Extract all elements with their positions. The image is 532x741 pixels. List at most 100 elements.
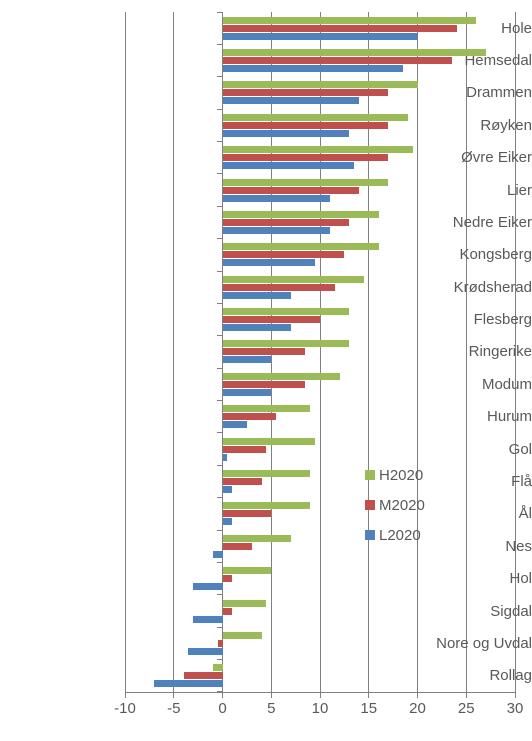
y-tick-mark — [217, 465, 223, 466]
y-tick-label: Nedre Eiker — [415, 214, 532, 231]
bar — [223, 510, 272, 517]
bar — [213, 664, 223, 671]
bar — [223, 243, 379, 250]
bar — [223, 470, 311, 477]
y-tick-mark — [217, 141, 223, 142]
bar — [193, 583, 222, 590]
y-tick-label: Kongsberg — [415, 246, 532, 263]
x-axis-line — [125, 692, 515, 693]
bar — [223, 187, 360, 194]
x-tick-label: 10 — [312, 700, 329, 717]
y-tick-label: Drammen — [415, 84, 532, 101]
y-tick-label: Rollag — [415, 667, 532, 684]
bar — [223, 340, 350, 347]
x-tick-label: -10 — [114, 700, 136, 717]
y-tick-mark — [217, 562, 223, 563]
y-tick-mark — [217, 303, 223, 304]
x-tick-mark — [125, 692, 126, 698]
bar — [223, 179, 389, 186]
legend-swatch — [365, 500, 375, 510]
bar — [223, 454, 228, 461]
y-tick-label: Ål — [415, 505, 532, 522]
x-tick-label: 20 — [409, 700, 426, 717]
bar — [223, 478, 262, 485]
y-tick-mark — [217, 497, 223, 498]
bar — [223, 381, 306, 388]
bar — [223, 405, 311, 412]
bar — [223, 567, 272, 574]
bar — [223, 348, 306, 355]
y-tick-mark — [217, 44, 223, 45]
bar — [223, 324, 291, 331]
bar-chart: -10-5051015202530HoleHemsedalDrammenRøyk… — [0, 0, 532, 741]
x-tick-label: 15 — [360, 700, 377, 717]
bar — [223, 308, 350, 315]
x-tick-mark — [466, 692, 467, 698]
y-tick-mark — [217, 206, 223, 207]
y-tick-label: Gol — [415, 441, 532, 458]
y-tick-mark — [217, 530, 223, 531]
bar — [223, 122, 389, 129]
legend-label: H2020 — [379, 467, 423, 484]
y-tick-label: Flesberg — [415, 311, 532, 328]
x-tick-label: 25 — [458, 700, 475, 717]
bar — [223, 316, 321, 323]
y-tick-mark — [217, 627, 223, 628]
x-tick-mark — [368, 692, 369, 698]
x-tick-label: 30 — [507, 700, 524, 717]
bar — [223, 438, 316, 445]
x-tick-mark — [271, 692, 272, 698]
bar — [223, 276, 364, 283]
bar — [223, 389, 272, 396]
y-tick-label: Flå — [415, 473, 532, 490]
y-tick-label: Sigdal — [415, 603, 532, 620]
bar — [223, 251, 345, 258]
y-tick-mark — [217, 173, 223, 174]
bar — [154, 680, 222, 687]
y-tick-mark — [217, 368, 223, 369]
x-tick-label: 5 — [267, 700, 275, 717]
bar — [223, 49, 486, 56]
bar — [223, 373, 340, 380]
y-tick-label: Krødsherad — [415, 279, 532, 296]
bar — [223, 413, 277, 420]
y-tick-mark — [217, 12, 223, 13]
gridline — [173, 12, 174, 692]
bar — [223, 154, 389, 161]
bar — [223, 25, 457, 32]
bar — [223, 162, 355, 169]
y-tick-mark — [217, 238, 223, 239]
y-tick-label: Lier — [415, 182, 532, 199]
bar — [223, 600, 267, 607]
bar — [223, 486, 233, 493]
y-tick-label: Hol — [415, 570, 532, 587]
bar — [223, 543, 252, 550]
x-tick-mark — [320, 692, 321, 698]
bar — [223, 195, 330, 202]
bar — [223, 17, 477, 24]
bar — [223, 284, 335, 291]
legend-swatch — [365, 530, 375, 540]
bar — [223, 259, 316, 266]
y-tick-mark — [217, 400, 223, 401]
y-tick-mark — [217, 109, 223, 110]
y-tick-mark — [217, 432, 223, 433]
bar — [223, 81, 418, 88]
y-tick-mark — [217, 335, 223, 336]
bar — [184, 672, 223, 679]
bar — [223, 227, 330, 234]
y-tick-mark — [217, 271, 223, 272]
y-tick-mark — [217, 594, 223, 595]
bar — [223, 57, 452, 64]
bar — [223, 356, 272, 363]
bar — [223, 632, 262, 639]
x-tick-label: -5 — [167, 700, 180, 717]
bar — [223, 421, 247, 428]
y-tick-mark — [217, 76, 223, 77]
y-tick-label: Røyken — [415, 117, 532, 134]
bar — [193, 616, 222, 623]
legend-label: L2020 — [379, 527, 421, 544]
x-tick-mark — [417, 692, 418, 698]
bar — [223, 292, 291, 299]
bar — [223, 65, 403, 72]
